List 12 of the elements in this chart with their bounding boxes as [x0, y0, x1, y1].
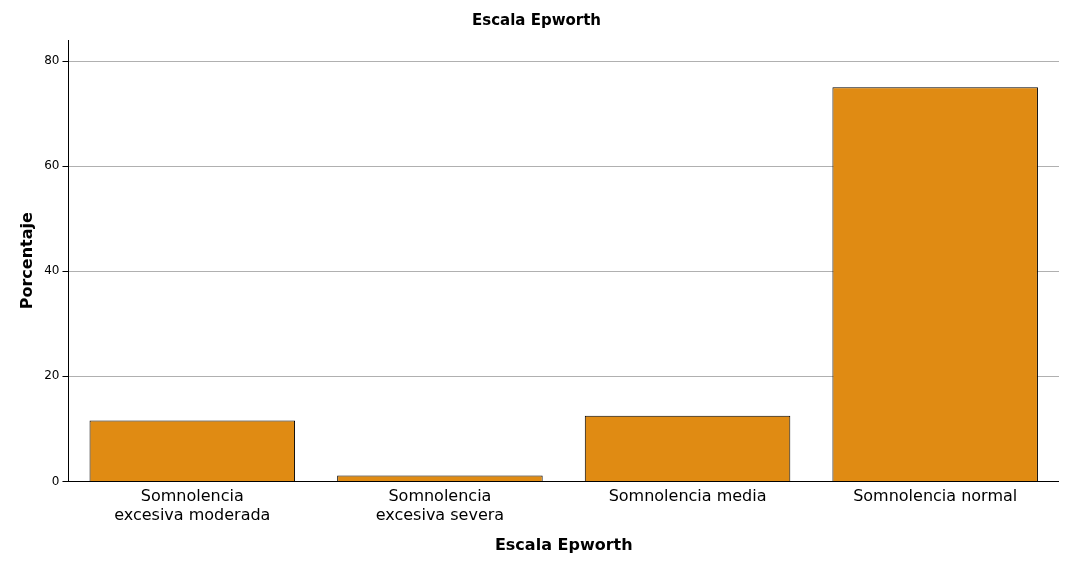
y-tick-label: 60 [44, 158, 60, 173]
x-tick-label: Somnolencia excesiva moderada [114, 486, 271, 525]
x-tick-label: Somnolencia media [608, 486, 767, 506]
y-tick-label: 0 [51, 473, 60, 488]
x-tick-label: Somnolencia normal [853, 486, 1018, 506]
y-tick-label: 40 [44, 263, 60, 278]
x-axis-title: Escala Epworth [494, 534, 633, 554]
y-axis-title: Porcentaje [16, 212, 36, 310]
chart-title: Escala Epworth [471, 10, 602, 29]
x-tick-label: Somnolencia excesiva severa [375, 486, 505, 525]
y-tick-label: 80 [44, 53, 60, 68]
y-tick-label: 20 [44, 368, 60, 383]
